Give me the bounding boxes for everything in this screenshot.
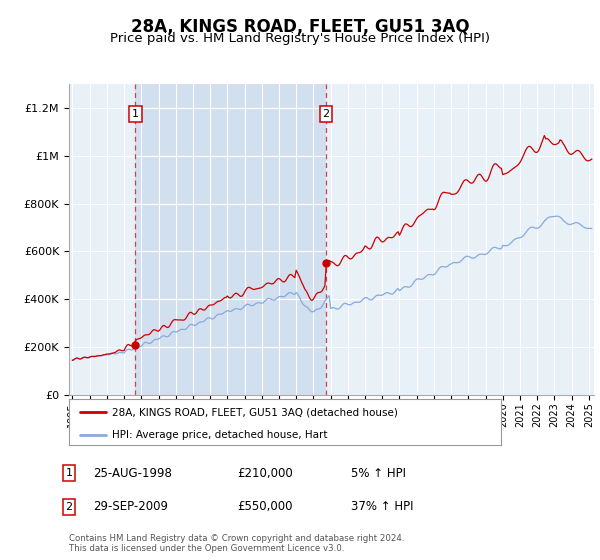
Text: Contains HM Land Registry data © Crown copyright and database right 2024.
This d: Contains HM Land Registry data © Crown c…	[69, 534, 404, 553]
Text: 1: 1	[65, 468, 73, 478]
Bar	[135, 84, 326, 395]
Text: 28A, KINGS ROAD, FLEET, GU51 3AQ: 28A, KINGS ROAD, FLEET, GU51 3AQ	[131, 18, 469, 36]
Text: HPI: Average price, detached house, Hart: HPI: Average price, detached house, Hart	[112, 430, 328, 440]
Text: 29-SEP-2009: 29-SEP-2009	[93, 500, 168, 514]
Text: 28A, KINGS ROAD, FLEET, GU51 3AQ (detached house): 28A, KINGS ROAD, FLEET, GU51 3AQ (detach…	[112, 407, 398, 417]
Text: 37% ↑ HPI: 37% ↑ HPI	[351, 500, 413, 514]
Text: 25-AUG-1998: 25-AUG-1998	[93, 466, 172, 480]
Text: £550,000: £550,000	[237, 500, 293, 514]
Text: Price paid vs. HM Land Registry's House Price Index (HPI): Price paid vs. HM Land Registry's House …	[110, 32, 490, 45]
Text: £210,000: £210,000	[237, 466, 293, 480]
Text: 5% ↑ HPI: 5% ↑ HPI	[351, 466, 406, 480]
Text: 1: 1	[132, 109, 139, 119]
Text: 2: 2	[322, 109, 329, 119]
Text: 2: 2	[65, 502, 73, 512]
